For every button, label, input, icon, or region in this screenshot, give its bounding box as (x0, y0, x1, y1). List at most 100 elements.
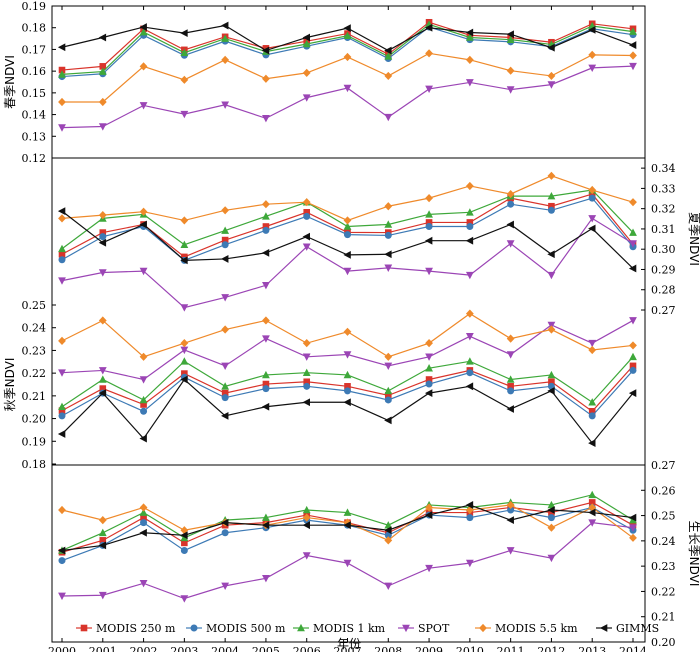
data-point-autumn-spot (588, 339, 597, 348)
data-point-growing-gimms (261, 521, 270, 530)
data-point-growing-spot (139, 580, 148, 588)
data-point-growing-modis-500-m (466, 514, 474, 522)
legend-entry: MODIS 1 km (293, 622, 386, 635)
data-point-autumn-modis-1-km (547, 370, 556, 379)
data-point-summer-modis-250-m (262, 223, 270, 230)
data-point-spring-modis-5-5-km (547, 71, 556, 81)
data-point-summer-spot (180, 304, 189, 312)
data-point-summer-modis-500-m (99, 233, 107, 241)
data-point-spring-spot (139, 102, 148, 110)
data-point-autumn-modis-500-m (262, 385, 270, 393)
data-point-summer-modis-500-m (547, 206, 555, 214)
y-tick-label: 0.23 (651, 560, 676, 573)
data-point-summer-gimms (343, 250, 351, 259)
data-point-spring-spot (98, 123, 107, 131)
data-point-autumn-gimms (628, 389, 637, 398)
data-point-spring-spot (343, 84, 352, 93)
data-point-summer-modis-5-5-km (465, 181, 474, 191)
data-point-spring-modis-1-km (506, 35, 515, 43)
data-point-autumn-modis-250-m (262, 380, 270, 388)
data-point-autumn-modis-5-5-km (547, 325, 556, 334)
data-point-growing-modis-500-m (507, 506, 515, 514)
legend-marker (402, 624, 410, 633)
data-point-growing-modis-1-km (98, 528, 107, 537)
data-point-spring-modis-250-m (58, 66, 66, 74)
legend-marker (80, 624, 88, 632)
data-point-autumn-gimms (57, 430, 66, 438)
data-point-summer-modis-5-5-km (221, 206, 230, 215)
data-point-autumn-modis-1-km (58, 402, 66, 411)
data-point-spring-gimms (302, 33, 311, 42)
data-point-summer-modis-5-5-km (547, 171, 556, 180)
data-point-growing-modis-1-km (547, 500, 556, 509)
data-point-autumn-spot (629, 317, 637, 325)
data-point-growing-modis-250-m (140, 514, 147, 521)
data-point-spring-modis-1-km (58, 70, 66, 78)
data-point-growing-gimms (57, 546, 66, 555)
data-point-growing-spot (588, 519, 597, 527)
data-point-summer-modis-5-5-km (384, 202, 393, 211)
data-point-autumn-spot (139, 376, 148, 384)
data-point-summer-modis-1-km (262, 212, 270, 220)
data-point-growing-modis-5-5-km (343, 518, 352, 527)
x-tick-label: 2009 (415, 645, 443, 652)
data-point-spring-gimms (628, 41, 637, 49)
data-point-growing-gimms (547, 506, 555, 514)
data-point-summer-modis-5-5-km (58, 214, 66, 223)
y-tick-label: 0.23 (22, 344, 47, 357)
data-point-autumn-modis-1-km (98, 375, 107, 383)
data-point-spring-modis-5-5-km (425, 49, 433, 58)
data-point-summer-gimms (506, 220, 514, 229)
data-point-summer-spot (343, 267, 352, 276)
y-tick-label: 0.32 (651, 203, 676, 216)
data-point-autumn-spot (98, 367, 107, 375)
data-point-growing-spot (547, 554, 556, 563)
data-point-autumn-modis-250-m (221, 389, 229, 397)
data-point-autumn-spot (262, 335, 270, 343)
data-point-autumn-gimms (302, 398, 311, 407)
data-point-growing-spot (180, 595, 189, 603)
data-point-autumn-spot (384, 362, 393, 370)
data-point-spring-gimms (221, 21, 229, 30)
y-tick-label: 0.25 (651, 510, 676, 523)
data-point-spring-spot (58, 124, 66, 132)
data-point-autumn-modis-500-m (384, 396, 392, 404)
y-tick-label: 0.15 (22, 87, 47, 100)
data-point-autumn-modis-250-m (507, 383, 514, 390)
data-point-spring-gimms (384, 46, 392, 55)
data-point-spring-modis-250-m (99, 63, 107, 70)
data-point-autumn-modis-5-5-km (588, 345, 597, 355)
data-point-autumn-gimms (506, 405, 514, 413)
y-tick-label: 0.18 (22, 22, 47, 35)
data-point-summer-modis-500-m (221, 241, 229, 249)
data-point-autumn-modis-500-m (140, 407, 148, 415)
data-point-growing-gimms (302, 521, 311, 530)
data-point-summer-gimms (98, 238, 107, 247)
y-tick-label: 0.20 (22, 413, 47, 426)
data-point-summer-modis-500-m (588, 194, 596, 202)
plot-frame (51, 5, 646, 643)
data-point-growing-spot (343, 559, 352, 568)
data-point-autumn-modis-500-m (588, 412, 596, 420)
data-point-growing-modis-1-km (343, 508, 352, 516)
data-point-autumn-gimms (221, 411, 229, 420)
data-point-autumn-modis-500-m (507, 387, 515, 395)
y-tick-label: 0.27 (651, 304, 676, 317)
data-point-summer-gimms (588, 224, 596, 233)
data-point-autumn-modis-500-m (344, 387, 351, 395)
data-point-growing-spot (629, 524, 637, 532)
data-point-spring-modis-5-5-km (262, 74, 270, 83)
x-tick-label: 2008 (374, 645, 402, 652)
y-tick-label: 0.12 (22, 152, 47, 165)
data-point-autumn-gimms (547, 386, 555, 395)
legend-marker (599, 624, 608, 632)
data-point-summer-gimms (547, 250, 555, 259)
legend-label: SPOT (418, 622, 450, 635)
data-point-growing-spot (384, 582, 393, 590)
data-point-summer-modis-1-km (343, 222, 352, 230)
data-point-summer-gimms (628, 264, 637, 273)
data-point-summer-modis-1-km (425, 210, 433, 218)
x-axis-title: 年份 (337, 637, 361, 651)
data-point-autumn-modis-5-5-km (180, 339, 189, 348)
